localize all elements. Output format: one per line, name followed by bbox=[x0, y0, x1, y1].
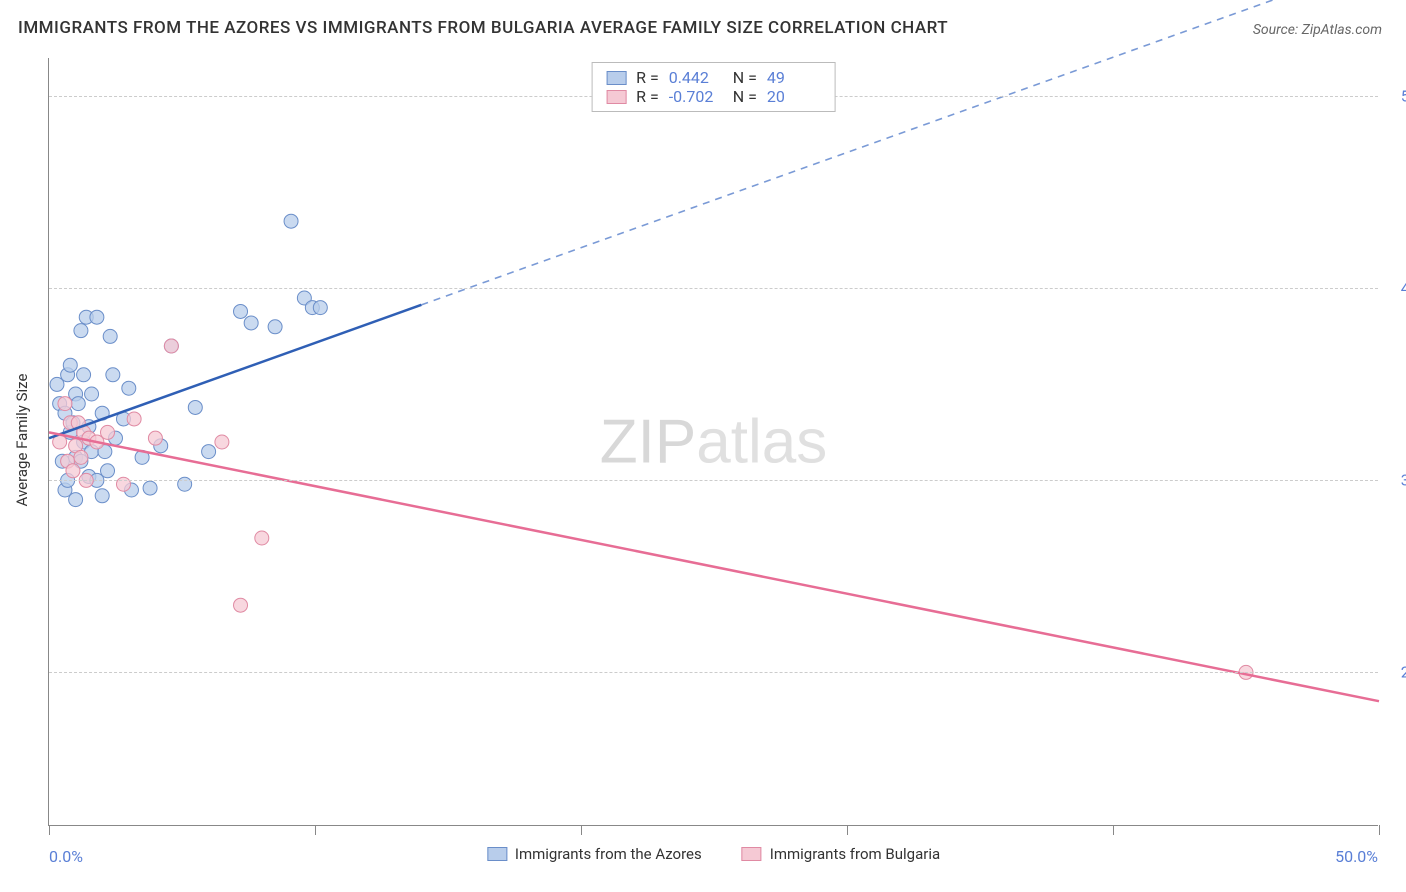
legend-series: Immigrants from the Azores Immigrants fr… bbox=[487, 845, 940, 863]
r-value-bulgaria: -0.702 bbox=[669, 87, 723, 106]
swatch-bulgaria-2 bbox=[742, 847, 762, 861]
x-tick-50: 50.0% bbox=[1335, 847, 1378, 866]
y-tick-label: 5.00 bbox=[1401, 87, 1406, 106]
y-tick-label: 2.00 bbox=[1401, 663, 1406, 682]
gridline-y bbox=[49, 672, 1378, 673]
source-attribution: Source: ZipAtlas.com bbox=[1253, 22, 1382, 38]
swatch-azores-2 bbox=[487, 847, 507, 861]
x-tick bbox=[1113, 825, 1114, 835]
legend-row-azores: R = 0.442 N = 49 bbox=[606, 68, 821, 87]
gridline-y bbox=[49, 288, 1378, 289]
y-tick-label: 4.00 bbox=[1401, 279, 1406, 298]
x-tick bbox=[49, 825, 50, 835]
legend-item-bulgaria: Immigrants from Bulgaria bbox=[742, 845, 940, 863]
gridline-y bbox=[49, 480, 1378, 481]
y-tick-label: 3.00 bbox=[1401, 471, 1406, 490]
chart-title: IMMIGRANTS FROM THE AZORES VS IMMIGRANTS… bbox=[18, 18, 948, 38]
swatch-azores bbox=[606, 71, 626, 85]
chart-plot-area: ZIPatlas R = 0.442 N = 49 R = -0.702 N =… bbox=[48, 58, 1378, 826]
n-label-2: N = bbox=[733, 87, 757, 106]
legend-label-bulgaria: Immigrants from Bulgaria bbox=[770, 845, 940, 863]
r-value-azores: 0.442 bbox=[669, 68, 723, 87]
x-tick bbox=[581, 825, 582, 835]
x-tick bbox=[315, 825, 316, 835]
r-label: R = bbox=[636, 68, 659, 87]
r-label-2: R = bbox=[636, 87, 659, 106]
legend-row-bulgaria: R = -0.702 N = 20 bbox=[606, 87, 821, 106]
legend-item-azores: Immigrants from the Azores bbox=[487, 845, 702, 863]
n-label: N = bbox=[733, 68, 757, 87]
legend-correlation-box: R = 0.442 N = 49 R = -0.702 N = 20 bbox=[591, 62, 836, 112]
x-tick-0: 0.0% bbox=[49, 847, 83, 866]
swatch-bulgaria bbox=[606, 90, 626, 104]
legend-label-azores: Immigrants from the Azores bbox=[515, 845, 702, 863]
y-axis-title: Average Family Size bbox=[13, 374, 31, 507]
n-value-bulgaria: 20 bbox=[767, 87, 821, 106]
scatter-svg bbox=[49, 58, 1378, 825]
x-tick bbox=[1379, 825, 1380, 835]
n-value-azores: 49 bbox=[767, 68, 821, 87]
x-tick bbox=[847, 825, 848, 835]
